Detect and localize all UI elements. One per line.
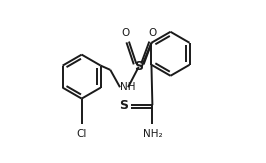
- Text: O: O: [148, 28, 157, 38]
- Text: NH: NH: [120, 82, 135, 92]
- Text: S: S: [134, 60, 143, 73]
- Text: S: S: [119, 99, 128, 112]
- Text: NH₂: NH₂: [143, 129, 162, 139]
- Text: O: O: [122, 28, 130, 38]
- Text: Cl: Cl: [76, 129, 87, 139]
